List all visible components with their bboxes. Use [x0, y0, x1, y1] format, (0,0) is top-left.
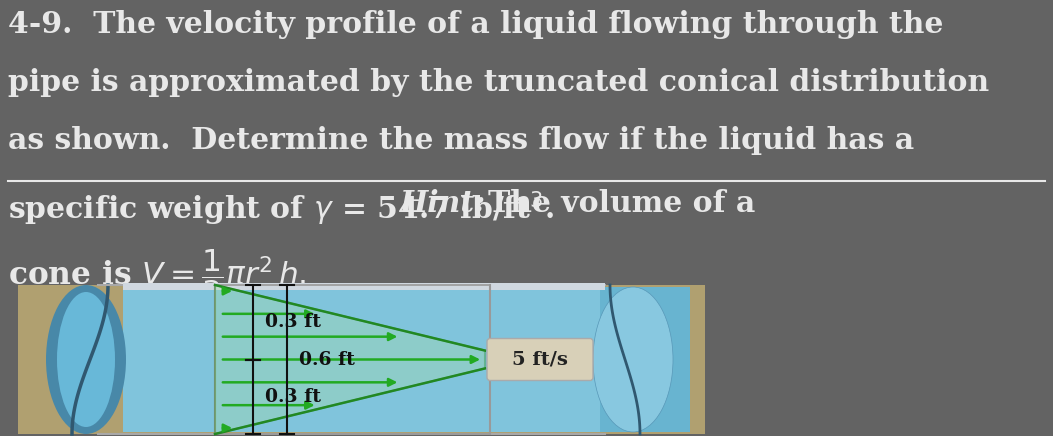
Bar — [18, 285, 138, 434]
Text: Hint:: Hint: — [400, 189, 486, 218]
Text: specific weight of $\gamma$ = 54.7 lb/ft$^3$.: specific weight of $\gamma$ = 54.7 lb/ft… — [8, 189, 556, 228]
Text: 0.3 ft: 0.3 ft — [265, 388, 321, 406]
Ellipse shape — [593, 287, 673, 432]
Text: 0.6 ft: 0.6 ft — [299, 351, 355, 368]
Text: pipe is approximated by the truncated conical distribution: pipe is approximated by the truncated co… — [8, 68, 989, 97]
Text: The volume of a: The volume of a — [488, 189, 755, 218]
Bar — [123, 287, 605, 432]
Bar — [123, 283, 605, 290]
Text: 5 ft/s: 5 ft/s — [512, 351, 568, 368]
Text: 0.3 ft: 0.3 ft — [265, 313, 321, 331]
Bar — [605, 285, 706, 434]
Bar — [18, 285, 148, 434]
Text: cone is $\mathit{V} = \dfrac{1}{3}\pi r^2\, h.$: cone is $\mathit{V} = \dfrac{1}{3}\pi r^… — [8, 247, 306, 305]
Text: as shown.  Determine the mass flow if the liquid has a: as shown. Determine the mass flow if the… — [8, 126, 914, 155]
Bar — [98, 285, 605, 434]
FancyBboxPatch shape — [486, 338, 593, 381]
Bar — [600, 287, 690, 432]
Polygon shape — [215, 285, 485, 434]
Ellipse shape — [57, 292, 115, 427]
Ellipse shape — [46, 285, 126, 434]
Text: 4-9.  The velocity profile of a liquid flowing through the: 4-9. The velocity profile of a liquid fl… — [8, 10, 943, 39]
